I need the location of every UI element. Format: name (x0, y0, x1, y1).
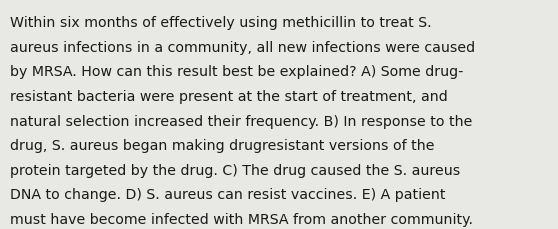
Text: aureus infections in a community, all new infections were caused: aureus infections in a community, all ne… (10, 41, 475, 55)
Text: natural selection increased their frequency. B) In response to the: natural selection increased their freque… (10, 114, 473, 128)
Text: drug, S. aureus began making drugresistant versions of the: drug, S. aureus began making drugresista… (10, 139, 435, 153)
Text: Within six months of effectively using methicillin to treat S.: Within six months of effectively using m… (10, 16, 432, 30)
Text: protein targeted by the drug. C) The drug caused the S. aureus: protein targeted by the drug. C) The dru… (10, 163, 460, 177)
Text: DNA to change. D) S. aureus can resist vaccines. E) A patient: DNA to change. D) S. aureus can resist v… (10, 188, 445, 202)
Text: must have become infected with MRSA from another community.: must have become infected with MRSA from… (10, 212, 473, 226)
Text: resistant bacteria were present at the start of treatment, and: resistant bacteria were present at the s… (10, 90, 448, 104)
Text: by MRSA. How can this result best be explained? A) Some drug-: by MRSA. How can this result best be exp… (10, 65, 463, 79)
